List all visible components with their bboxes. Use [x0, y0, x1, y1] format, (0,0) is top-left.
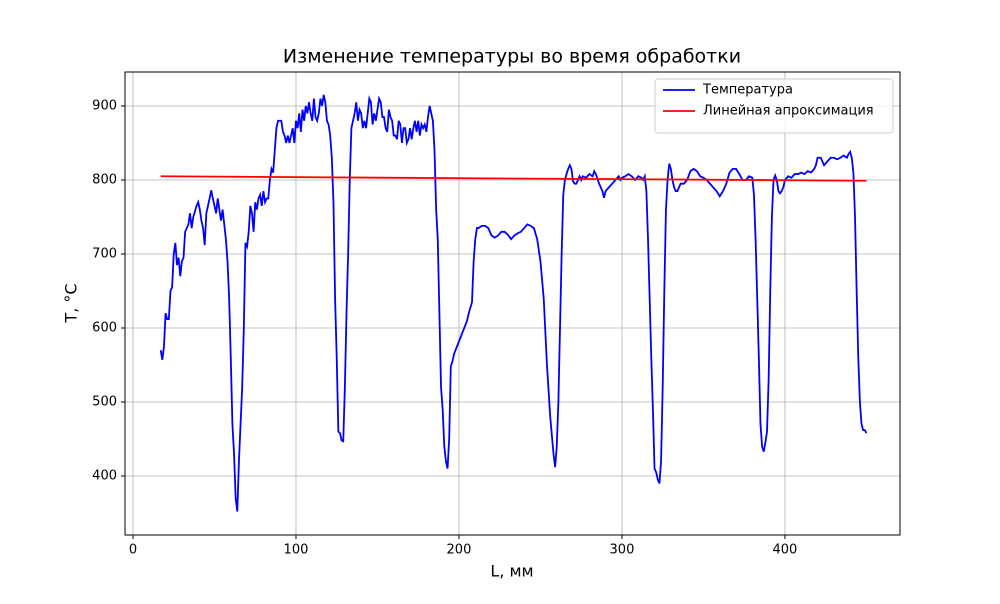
x-axis-label: L, мм: [490, 562, 533, 581]
legend-box: [654, 78, 894, 134]
legend-label: Линейная апроксимация: [703, 104, 874, 119]
x-tick-label: 100: [284, 543, 309, 558]
y-axis-label: T, °C: [62, 283, 81, 323]
legend-label: Температура: [702, 83, 793, 98]
series-line: [160, 175, 867, 182]
x-tick-label: 300: [610, 543, 635, 558]
y-tick-label: 600: [92, 320, 117, 335]
plot-frame: [124, 71, 901, 536]
x-tick-label: 0: [129, 543, 137, 558]
y-tick-label: 700: [92, 246, 117, 261]
x-tick-label: 200: [447, 543, 472, 558]
y-tick-label: 900: [92, 98, 117, 113]
y-tick-label: 500: [92, 395, 117, 410]
series-line: [159, 94, 868, 512]
chart-title: Изменение температуры во время обработки: [283, 46, 741, 68]
y-tick-label: 800: [92, 172, 117, 187]
x-tick-label: 400: [773, 543, 798, 558]
y-tick-label: 400: [92, 469, 117, 484]
